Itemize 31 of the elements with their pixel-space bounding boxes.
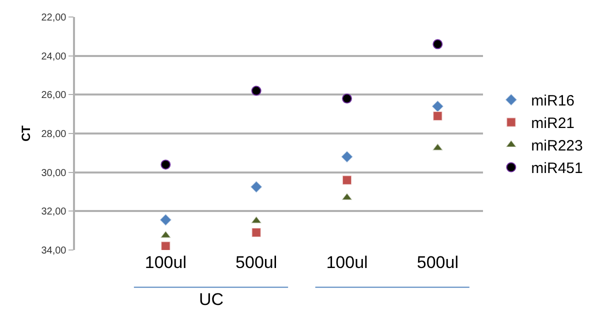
y-tick-label: 34,00: [41, 246, 67, 256]
point: [342, 175, 352, 186]
point: [250, 216, 262, 224]
y-axis-title: CT: [19, 124, 34, 142]
y-tick-label: 32,00: [41, 206, 67, 218]
x-tick-label: 500ul: [236, 253, 278, 272]
point: [251, 228, 262, 238]
point: [159, 214, 172, 226]
legend-label: miR16: [531, 92, 575, 110]
point: [432, 111, 443, 122]
y-tick-label: 22,00: [41, 12, 67, 24]
x-tick-label: 100ul: [326, 253, 368, 272]
legend-label: miR223: [531, 138, 583, 155]
legend-label: miR451: [531, 160, 583, 178]
point: [160, 241, 171, 250]
y-tick-label: 30,00: [41, 168, 67, 179]
x-tick-label: 100ul: [144, 253, 186, 272]
point: [432, 39, 443, 50]
x-tick-label: 500ul: [416, 253, 458, 272]
y-tick-label: 24,00: [41, 51, 67, 62]
text: UC: [199, 290, 224, 309]
point: [342, 94, 352, 104]
point: [251, 86, 262, 96]
point: [431, 100, 444, 113]
point: [250, 180, 263, 194]
y-tick-label: 26,00: [41, 90, 67, 102]
y-tick-label: 28,00: [41, 129, 67, 140]
point: [160, 160, 171, 170]
legend-label: miR21: [531, 115, 575, 132]
point: [340, 150, 354, 164]
point: [160, 230, 172, 238]
